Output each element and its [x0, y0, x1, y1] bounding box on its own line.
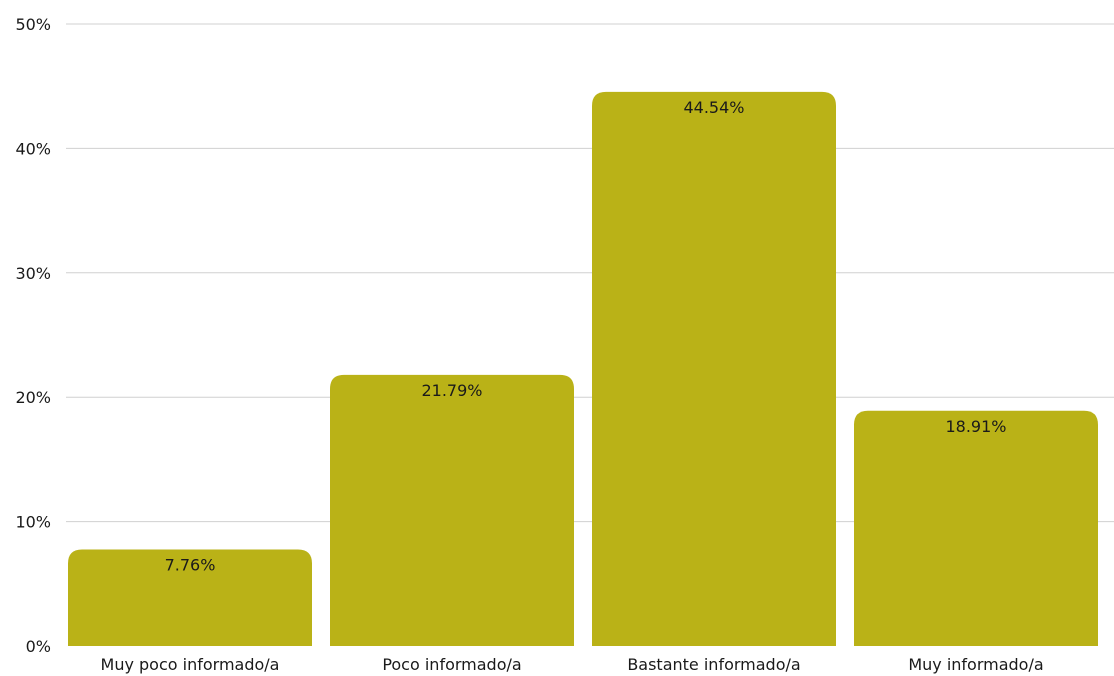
bar — [854, 410, 1098, 646]
category-label: Muy poco informado/a — [101, 655, 280, 674]
bar-data-label: 7.76% — [165, 555, 216, 574]
bar — [592, 91, 836, 646]
bars — [68, 91, 1098, 646]
y-tick-label: 0% — [26, 637, 51, 656]
data-labels: 7.76% 21.79% 44.54% 18.91% — [165, 98, 1007, 575]
y-tick-label: 50% — [15, 15, 51, 34]
y-tick-label: 40% — [15, 139, 51, 158]
bar — [330, 374, 574, 646]
y-axis-tick-labels: 0% 10% 20% 30% 40% 50% — [15, 15, 51, 656]
category-label: Poco informado/a — [382, 655, 521, 674]
x-axis-category-labels: Muy poco informado/a Poco informado/a Bast… — [101, 655, 1044, 674]
bar-data-label: 44.54% — [683, 98, 744, 117]
category-label: Bastante informado/a — [627, 655, 800, 674]
y-tick-label: 20% — [15, 388, 51, 407]
category-label: Muy informado/a — [908, 655, 1043, 674]
y-tick-label: 10% — [15, 513, 51, 532]
y-tick-label: 30% — [15, 264, 51, 283]
bar — [68, 549, 312, 646]
bar-data-label: 21.79% — [421, 381, 482, 400]
bar-data-label: 18.91% — [945, 417, 1006, 436]
